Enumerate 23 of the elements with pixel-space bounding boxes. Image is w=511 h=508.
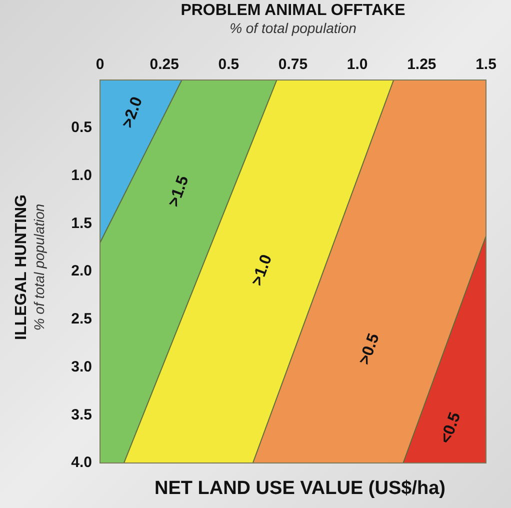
x-tick-label: 0.5 [218,56,240,74]
y-tick-label: 2.5 [71,310,92,328]
y-tick-label: 3.0 [71,358,92,376]
y-tick-label: 3.5 [71,406,92,424]
x-tick-label: 0.25 [150,56,179,74]
annotation: <0.5 [437,410,464,446]
x-tick-label: 1.5 [476,56,496,74]
y-tick-label: 1.0 [71,166,92,184]
y-tick-label: 1.5 [71,214,92,232]
x-axis-title: PROBLEM ANIMAL OFFTAKE % of total population [180,2,406,36]
x-tick-label: 0.75 [278,56,308,74]
annotation: >2.0 [119,94,146,130]
y-tick-label: 0.5 [71,119,92,136]
y-tick-label: 4.0 [71,454,92,472]
x-tick-label: 1.25 [407,56,436,74]
annotation: >1.0 [248,252,276,288]
x-tick-label: 0 [96,56,104,74]
text: NET LAND USE VALUE (US$/ha) [153,478,446,500]
y-tick-label: 2.0 [71,262,92,280]
x-tick-label: 1.0 [346,56,368,74]
annotation: >0.5 [356,331,383,367]
annotation: >1.5 [166,174,192,210]
y-axis-title: ILLEGAL HUNTING % of total population [12,194,48,342]
